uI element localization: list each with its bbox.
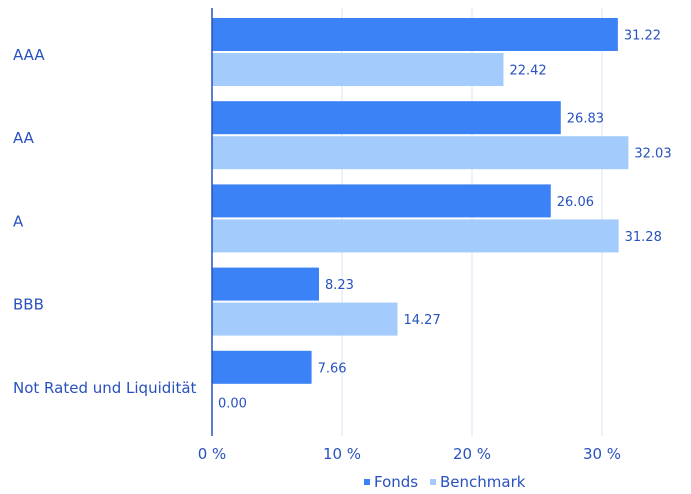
x-tick-label: 20 % <box>453 445 491 463</box>
category-label: AA <box>13 129 35 147</box>
category-label: BBB <box>13 296 44 314</box>
data-label: 26.83 <box>567 112 604 127</box>
x-tick-labels: 0 % 10 % 20 % 30 % <box>198 445 621 463</box>
x-tick-label: 0 % <box>198 445 227 463</box>
bar-benchmark <box>212 136 629 170</box>
data-label: 14.27 <box>404 313 441 328</box>
legend: Fonds Benchmark <box>364 473 526 491</box>
data-label: 7.66 <box>318 361 347 376</box>
data-labels: 31.22 22.42 26.83 32.03 26.06 31.28 8.23 14.27 7… <box>218 29 672 412</box>
category-label: Not Rated und Liquidität <box>13 379 197 397</box>
x-tick-label: 30 % <box>583 445 621 463</box>
bar-fonds <box>212 18 618 51</box>
data-label: 31.28 <box>625 230 662 245</box>
data-label: 31.22 <box>624 29 661 44</box>
bar-fonds <box>212 101 561 135</box>
legend-swatch-fonds <box>364 479 370 485</box>
x-tick-label: 10 % <box>323 445 361 463</box>
legend-swatch-benchmark <box>430 479 436 485</box>
data-label: 32.03 <box>634 147 671 162</box>
bar-benchmark <box>212 219 619 253</box>
data-label: 8.23 <box>325 278 354 293</box>
data-label: 22.42 <box>509 64 546 79</box>
data-label: 26.06 <box>557 195 594 210</box>
bars <box>212 18 629 384</box>
bar-fonds <box>212 184 551 218</box>
data-label: 0.00 <box>218 396 247 411</box>
bar-fonds <box>212 267 319 301</box>
legend-label: Benchmark <box>440 473 526 491</box>
category-label: A <box>13 212 24 230</box>
legend-label: Fonds <box>374 473 418 491</box>
bar-benchmark <box>212 53 504 86</box>
bar-benchmark <box>212 302 398 336</box>
bar-fonds <box>212 350 312 384</box>
category-label: AAA <box>13 46 45 64</box>
